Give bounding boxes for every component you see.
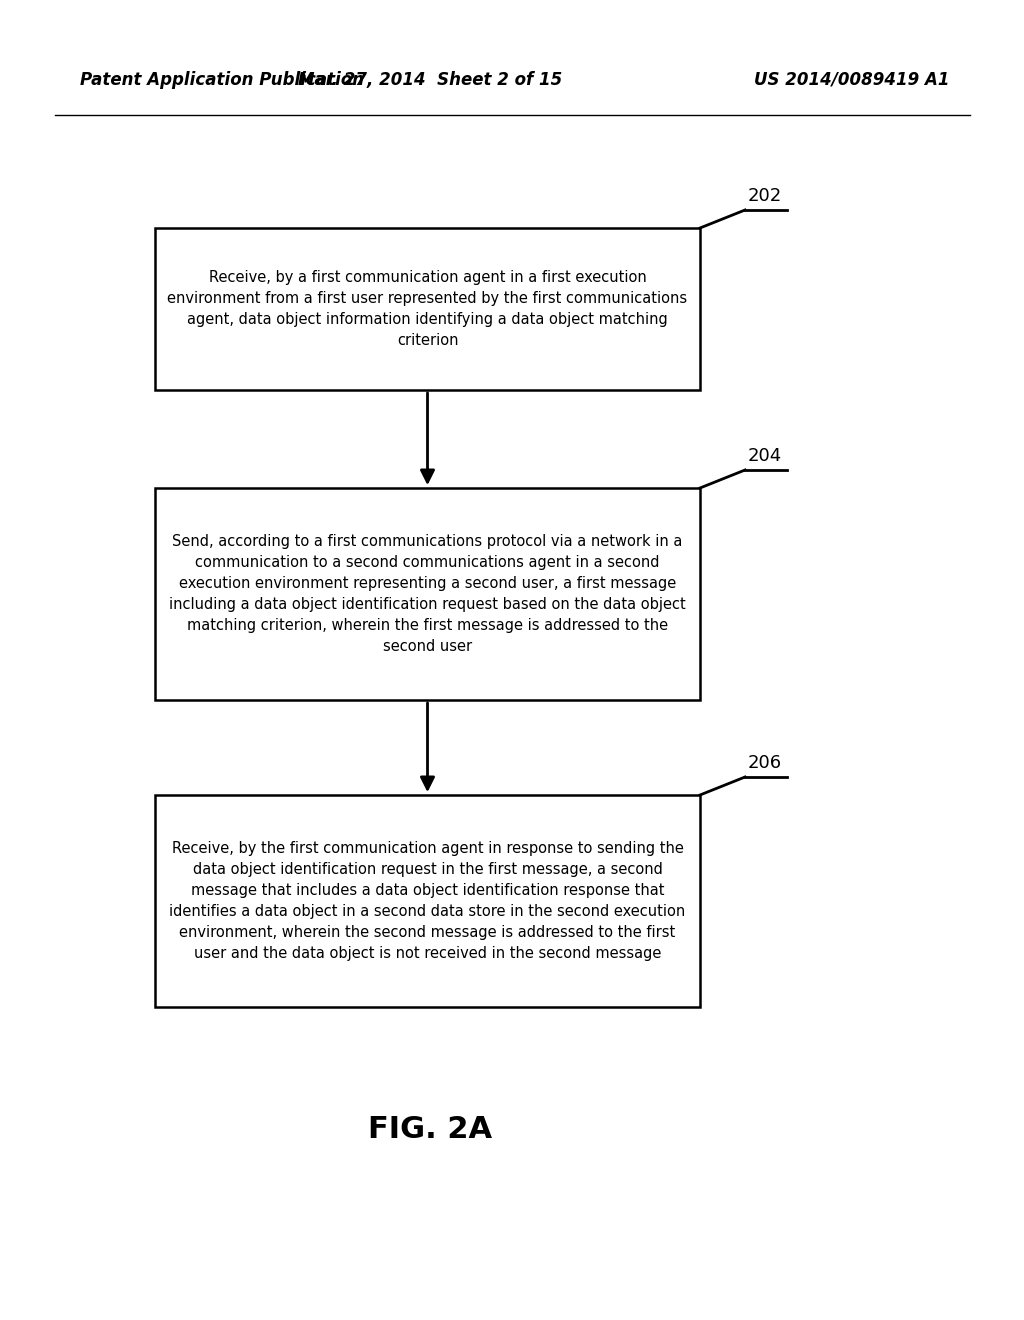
Text: Patent Application Publication: Patent Application Publication bbox=[80, 71, 365, 88]
Text: Receive, by the first communication agent in response to sending the
data object: Receive, by the first communication agen… bbox=[169, 841, 686, 961]
Text: 202: 202 bbox=[748, 187, 782, 205]
Bar bbox=[155, 795, 700, 1007]
Bar bbox=[155, 488, 700, 700]
Text: FIG. 2A: FIG. 2A bbox=[368, 1115, 493, 1144]
Text: Receive, by a first communication agent in a first execution
environment from a : Receive, by a first communication agent … bbox=[168, 271, 687, 348]
Text: 206: 206 bbox=[748, 754, 782, 772]
Text: Send, according to a first communications protocol via a network in a
communicat: Send, according to a first communication… bbox=[169, 535, 686, 653]
Text: Mar. 27, 2014  Sheet 2 of 15: Mar. 27, 2014 Sheet 2 of 15 bbox=[298, 71, 562, 88]
Text: US 2014/0089419 A1: US 2014/0089419 A1 bbox=[755, 71, 950, 88]
Text: 204: 204 bbox=[748, 447, 782, 465]
Bar bbox=[155, 228, 700, 389]
